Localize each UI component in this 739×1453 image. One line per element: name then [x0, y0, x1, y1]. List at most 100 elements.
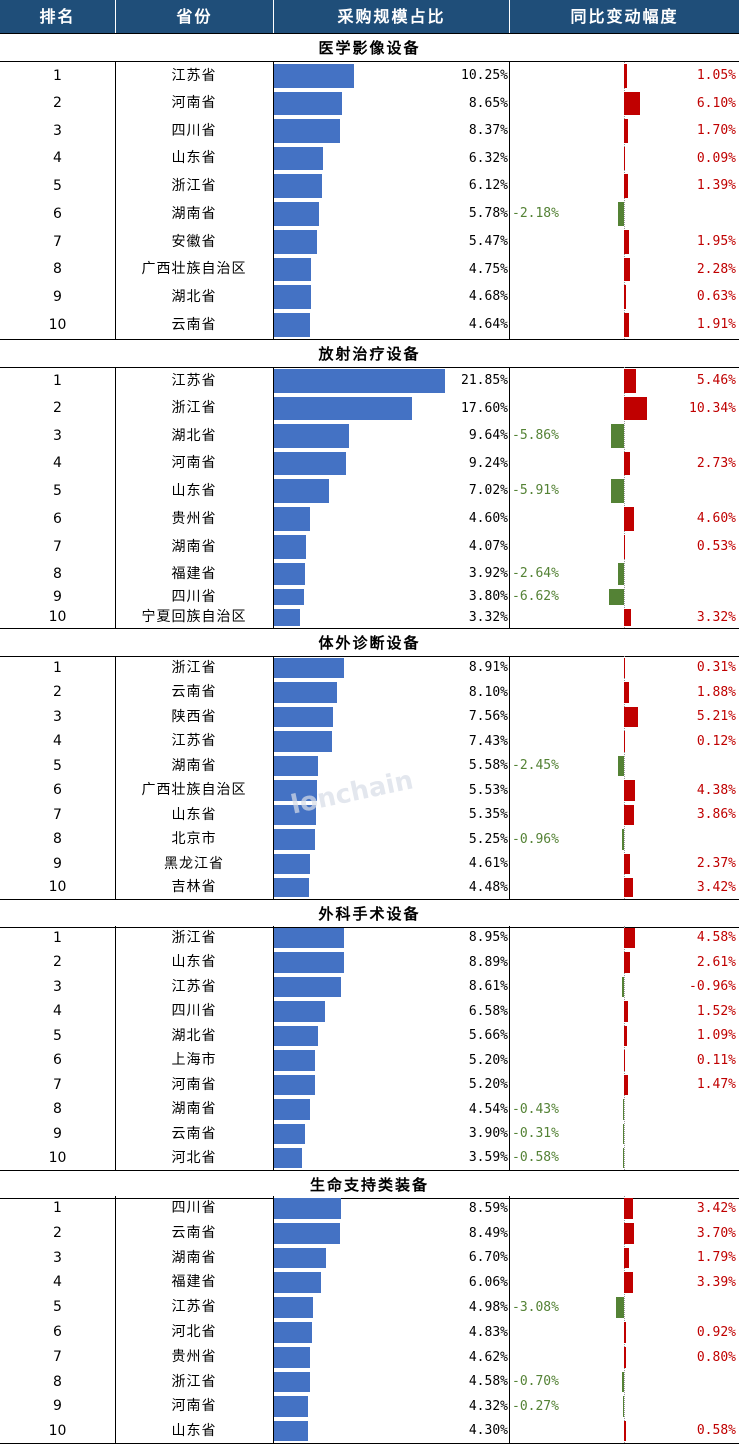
yoy-negative-bar [618, 202, 624, 226]
yoy-positive-bar [624, 1272, 633, 1293]
share-bar [274, 829, 315, 850]
row-rank: 3 [53, 1250, 62, 1266]
section-divider [0, 339, 739, 340]
row-rank: 8 [53, 1374, 62, 1390]
row-rank: 5 [53, 1028, 62, 1044]
share-value: 9.24% [468, 456, 508, 471]
share-bar [274, 369, 445, 393]
yoy-value: -5.86% [512, 428, 559, 443]
share-value: 4.64% [468, 317, 508, 332]
row-province: 广西壮族自治区 [141, 782, 247, 798]
row-rank: 6 [53, 1052, 62, 1068]
yoy-value: 0.11% [696, 1053, 736, 1068]
row-province: 湖北省 [171, 428, 217, 444]
row-rank: 8 [53, 261, 62, 277]
share-bar [274, 1099, 310, 1120]
yoy-value: 2.61% [696, 955, 736, 970]
row-rank: 1 [53, 930, 62, 946]
yoy-value: 0.31% [696, 660, 736, 675]
yoy-value: -0.27% [512, 1399, 559, 1414]
share-bar [274, 1148, 302, 1168]
row-rank: 8 [53, 1101, 62, 1117]
share-bar [274, 707, 333, 727]
row-rank: 1 [53, 1200, 62, 1216]
row-province: 云南省 [171, 684, 217, 700]
yoy-positive-bar [624, 1223, 634, 1244]
yoy-positive-bar [624, 230, 629, 254]
yoy-value: -6.62% [512, 589, 559, 604]
row-province: 贵州省 [171, 1349, 217, 1365]
row-rank: 7 [53, 539, 62, 555]
row-province: 湖北省 [171, 289, 217, 305]
share-bar [274, 878, 309, 897]
row-province: 湖北省 [171, 1028, 217, 1044]
yoy-positive-bar [624, 258, 630, 281]
row-rank: 10 [48, 609, 67, 625]
yoy-zero-axis [624, 1196, 625, 1443]
share-value: 17.60% [461, 401, 508, 416]
row-province: 浙江省 [171, 400, 217, 416]
share-value: 5.58% [468, 758, 508, 773]
share-bar [274, 1396, 308, 1417]
yoy-positive-bar [624, 682, 629, 703]
yoy-negative-bar [622, 829, 624, 850]
row-rank: 5 [53, 758, 62, 774]
yoy-positive-bar [624, 658, 625, 678]
share-value: 4.48% [468, 880, 508, 895]
yoy-positive-bar [624, 928, 635, 948]
section-title-underline [0, 1198, 739, 1199]
yoy-negative-bar [622, 1372, 624, 1392]
row-province: 浙江省 [171, 178, 217, 194]
row-rank: 1 [53, 68, 62, 84]
yoy-value: 2.37% [696, 856, 736, 871]
yoy-negative-bar [611, 424, 624, 448]
yoy-value: 5.46% [696, 373, 736, 388]
row-rank: 9 [53, 856, 62, 872]
row-province: 湖南省 [171, 1101, 217, 1117]
row-rank: 6 [53, 206, 62, 222]
share-bar [274, 313, 310, 337]
share-value: 6.70% [468, 1250, 508, 1265]
yoy-value: 4.58% [696, 930, 736, 945]
yoy-value: 1.91% [696, 317, 736, 332]
column-divider [115, 656, 116, 899]
yoy-value: -2.18% [512, 206, 559, 221]
row-province: 上海市 [171, 1052, 217, 1068]
yoy-positive-bar [624, 64, 627, 88]
header-rank: 排名 [39, 7, 76, 26]
share-bar [274, 1075, 315, 1095]
yoy-negative-bar [623, 1148, 624, 1168]
yoy-positive-bar [624, 731, 625, 752]
yoy-value: 4.38% [696, 783, 736, 798]
share-value: 5.53% [468, 783, 508, 798]
section-title-underline [0, 61, 739, 62]
share-bar [274, 658, 344, 678]
yoy-positive-bar [624, 92, 640, 115]
share-value: 8.89% [468, 955, 508, 970]
yoy-negative-bar [622, 977, 624, 997]
row-rank: 2 [53, 684, 62, 700]
share-bar [274, 1001, 325, 1022]
share-value: 7.02% [468, 483, 508, 498]
row-province: 贵州省 [171, 511, 217, 527]
row-rank: 1 [53, 660, 62, 676]
share-bar [274, 452, 346, 475]
share-bar [274, 1026, 318, 1046]
yoy-positive-bar [624, 1050, 625, 1071]
yoy-value: 1.05% [696, 68, 736, 83]
share-value: 4.07% [468, 539, 508, 554]
share-value: 8.49% [468, 1226, 508, 1241]
row-province: 云南省 [171, 1225, 217, 1241]
row-rank: 10 [48, 879, 67, 895]
share-bar [274, 563, 305, 585]
yoy-value: -0.58% [512, 1150, 559, 1165]
yoy-value: 3.70% [696, 1226, 736, 1241]
row-rank: 10 [48, 1423, 67, 1439]
row-province: 山东省 [171, 150, 217, 166]
column-divider [509, 926, 510, 1170]
share-bar [274, 1248, 326, 1268]
share-bar [274, 1322, 312, 1343]
share-value: 4.60% [468, 511, 508, 526]
share-value: 5.78% [468, 206, 508, 221]
column-divider [509, 1196, 510, 1443]
